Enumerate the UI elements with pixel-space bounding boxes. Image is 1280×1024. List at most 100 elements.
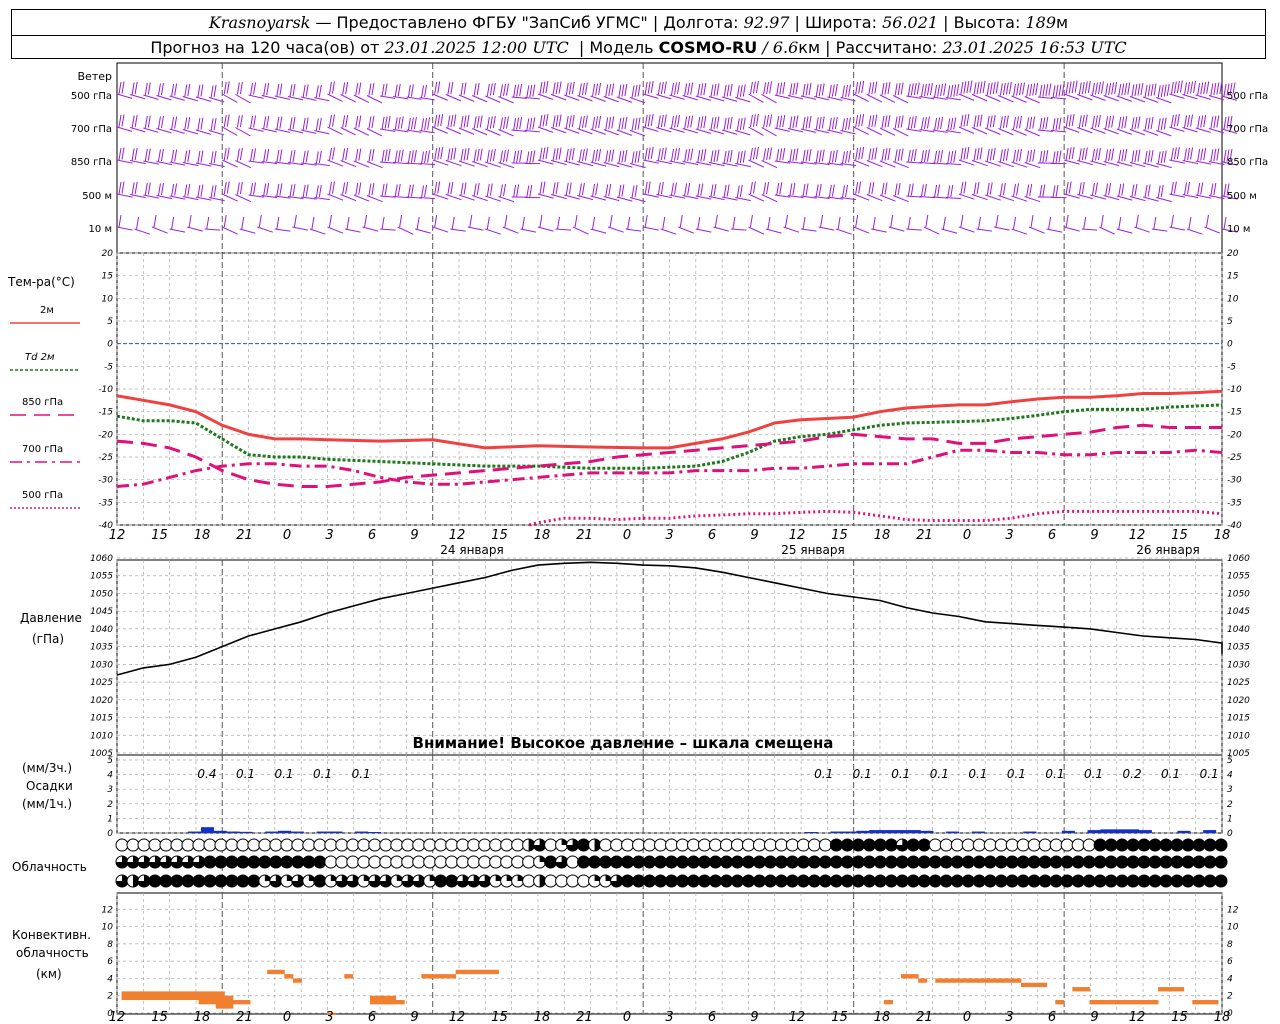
wind-barb-feather <box>1042 184 1046 197</box>
wind-barb-feather <box>397 149 401 163</box>
temp-y-tick-left: -20 <box>98 430 113 440</box>
wind-barb-feather <box>1163 84 1167 97</box>
wind-barb-shaft <box>1077 194 1093 200</box>
cloud-cover-symbol <box>884 874 898 888</box>
wind-barb-feather <box>923 183 927 197</box>
wind-barb-feather <box>897 148 901 162</box>
wind-barb-feather <box>479 115 483 128</box>
wind-barb-feather <box>950 150 954 164</box>
wind-barb-feather <box>631 85 635 98</box>
cloud-cover-symbol <box>577 874 591 888</box>
wind-barb-feather <box>371 115 375 129</box>
wind-barb-feather <box>407 117 411 131</box>
wind-barb-feather <box>1124 148 1128 162</box>
temp-y-tick-right: -15 <box>1227 408 1242 418</box>
cloud-cover-symbol <box>1016 874 1030 888</box>
wind-barb-feather <box>450 147 454 161</box>
cloud-cover-symbol <box>643 855 657 869</box>
wind-barb-feather <box>845 184 849 198</box>
wind-barb-feather <box>1058 117 1062 130</box>
wind-barb-feather <box>250 115 254 129</box>
wind-barb-feather <box>861 80 865 94</box>
wind-barb-feather <box>1091 82 1095 96</box>
wind-barb-feather <box>802 149 806 163</box>
wind-barb-shaft <box>458 127 475 135</box>
cloud-cover-symbol <box>708 874 722 888</box>
wind-barb-feather <box>1071 80 1075 94</box>
wind-barb-shaft <box>314 197 330 201</box>
wind-barb-shaft <box>945 130 961 134</box>
wind-barb-feather <box>779 115 783 128</box>
cloud-cover-symbol <box>796 874 810 888</box>
wind-barb-shaft <box>445 194 462 201</box>
cloud-cover-symbol <box>741 874 755 888</box>
conv-y-tick-right: 6 <box>1227 957 1233 967</box>
wind-barb-feather <box>726 184 730 197</box>
wind-barb-shaft <box>1221 95 1238 101</box>
wind-barb-feather <box>881 82 885 96</box>
wind-barb-shaft <box>130 94 146 100</box>
wind-barb-feather <box>437 114 441 127</box>
wind-barb-shaft <box>603 196 620 202</box>
precip-y-tick-right: 5 <box>1227 756 1233 766</box>
wind-barb-shaft <box>577 128 593 135</box>
wind-barb-feather <box>663 114 667 127</box>
wind-barb-feather <box>647 81 651 94</box>
wind-barb-shaft <box>1011 128 1027 136</box>
conv-y-tick-right: 4 <box>1227 974 1233 984</box>
precip-bar <box>290 831 304 833</box>
wind-barb-feather <box>808 82 812 96</box>
cloud-cover-symbol <box>939 838 953 852</box>
wind-barb-feather <box>118 81 122 95</box>
lat-value: 56.021 <box>882 13 939 32</box>
wind-barb-shaft <box>393 96 409 100</box>
wind-barb-feather <box>940 83 944 97</box>
cloud-cover-fill <box>456 875 469 888</box>
wind-barb-shaft <box>722 196 738 201</box>
wind-barb-feather <box>937 117 941 130</box>
wind-barb-feather <box>1052 118 1056 131</box>
wind-barb-feather <box>1170 181 1174 195</box>
wind-barb-shaft <box>669 127 685 133</box>
cloud-cover-fill <box>379 875 392 888</box>
cloud-cover-symbol <box>643 874 657 888</box>
wind-barb-shaft <box>656 194 672 199</box>
wind-barb-feather <box>855 147 859 161</box>
wind-barb-feather <box>1005 148 1009 161</box>
wind-barb-shaft <box>998 195 1015 202</box>
pressure-y-tick-right: 1045 <box>1227 607 1250 617</box>
wind-barb-feather <box>1140 82 1144 96</box>
wind-barb-feather <box>1039 150 1043 164</box>
wind-barb-shaft <box>301 162 317 166</box>
wind-barb-feather <box>427 150 431 163</box>
precip-y-tick-left: 4 <box>107 771 113 781</box>
wind-barb-shaft <box>985 127 1001 135</box>
wind-barb-feather <box>1032 83 1036 96</box>
wind-barb-feather <box>684 116 688 129</box>
precip-amount-label: 0.1 <box>1161 767 1180 781</box>
wind-barb-feather <box>568 182 572 195</box>
wind-level-label: 850 гПа <box>71 157 112 168</box>
cloud-cover-symbol <box>829 838 843 852</box>
wind-barb-feather <box>802 116 806 130</box>
wind-barb-shaft <box>932 129 948 133</box>
wind-barb-feather <box>595 116 599 129</box>
wind-barb-feather <box>657 148 661 161</box>
wind-barb-feather <box>910 183 914 196</box>
wind-barb-feather <box>131 82 135 95</box>
wind-barb-shaft <box>976 228 993 232</box>
cloud-cover-symbol <box>456 838 470 852</box>
wind-barb-shaft <box>577 161 594 167</box>
wind-barb-shaft <box>458 94 475 102</box>
wind-barb-feather <box>963 181 967 194</box>
wind-barb-shaft <box>208 163 225 168</box>
cloud-cover-symbol <box>291 838 305 852</box>
wind-barb-feather <box>1163 150 1167 163</box>
cloud-cover-symbol <box>401 855 415 869</box>
cloud-cover-symbol <box>1093 838 1107 852</box>
wind-barb-feather <box>736 185 740 198</box>
wind-barb-feather <box>1042 150 1046 163</box>
precip-bar <box>1203 830 1217 833</box>
wind-barb-feather <box>279 183 283 196</box>
